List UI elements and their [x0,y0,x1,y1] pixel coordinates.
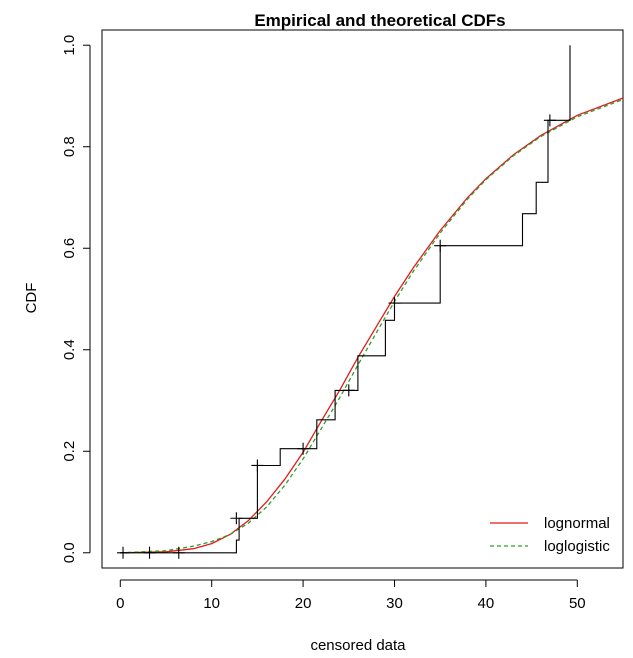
y-tick-label: 1.0 [61,35,78,56]
censored-mark [230,512,243,525]
series-line-lognormal [120,97,624,554]
empirical-step-line [120,45,571,554]
censored-mark [434,239,447,252]
x-tick-label: 0 [116,595,124,612]
y-axis-label: CDF [23,283,40,314]
y-tick-label: 0.2 [61,441,78,462]
censored-mark [388,297,401,310]
legend-label-loglogistic: loglogistic [544,538,610,555]
y-axis: 0.0 0.2 0.4 0.6 0.8 1.0 [61,35,91,563]
y-tick-label: 0.0 [61,542,78,563]
theoretical-curves [120,97,624,554]
series-line-loglogistic [120,98,624,554]
legend: lognormal loglogistic [490,515,610,555]
censored-mark [543,114,556,127]
y-tick-label: 0.4 [61,339,78,360]
x-tick-label: 20 [295,595,312,612]
censored-mark [143,546,156,559]
y-tick-label: 0.6 [61,238,78,259]
censored-mark [251,459,264,472]
plot-frame [101,29,624,569]
x-tick-label: 50 [569,595,586,612]
y-tick-label: 0.8 [61,136,78,157]
x-tick-label: 40 [478,595,495,612]
legend-label-lognormal: lognormal [544,515,610,532]
chart-title: Empirical and theoretical CDFs [254,11,505,30]
x-tick-label: 30 [386,595,403,612]
censored-mark [172,546,185,559]
x-axis: 0 10 20 30 40 50 [116,579,586,612]
censored-mark [297,442,310,455]
censored-markers [117,114,556,559]
censored-mark [342,384,355,397]
x-axis-label: censored data [310,637,406,654]
x-tick-label: 10 [203,595,220,612]
censored-mark [117,546,130,559]
empirical-cdf [120,45,571,554]
